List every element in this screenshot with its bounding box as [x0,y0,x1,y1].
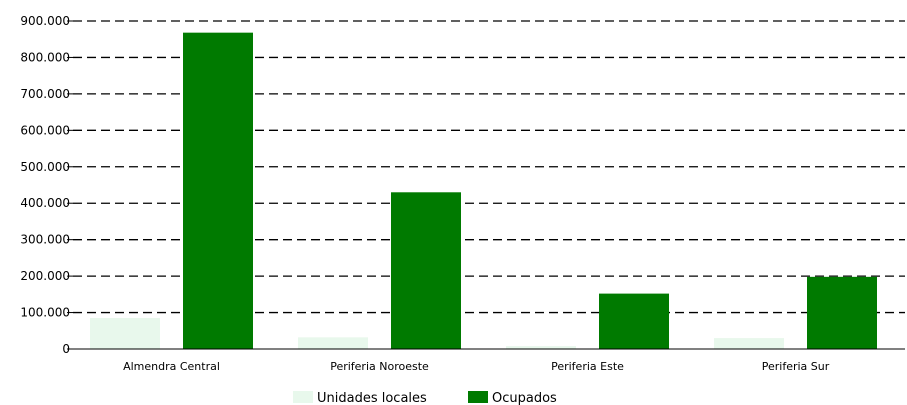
x-tick-label: Periferia Este [551,360,624,373]
y-tick-label: 900.000 [20,14,70,28]
y-tick-label: 700.000 [20,87,70,101]
legend: Unidades locales Ocupados [293,391,557,405]
legend-label: Unidades locales [317,391,427,405]
x-tick-label: Periferia Noroeste [330,360,429,373]
bar-unidades-locales [506,346,576,349]
bar-ocupados [391,192,461,349]
bar-unidades-locales [714,338,784,349]
bars [90,32,877,349]
y-tick-label: 500.000 [20,160,70,174]
x-tick-label: Almendra Central [123,360,220,373]
x-tick-label: Periferia Sur [762,360,830,373]
bar-unidades-locales [298,337,368,349]
y-tick-label: 100.000 [20,306,70,320]
y-tick-label: 600.000 [20,123,70,137]
y-tick-label: 0 [62,342,70,356]
legend-label: Ocupados [492,391,557,405]
bar-unidades-locales [90,318,160,349]
bar-ocupados [599,293,669,349]
y-tick-label: 200.000 [20,269,70,283]
axes: 0 100.000 200.000 300.000 400.000 500.000 600.… [20,14,905,373]
y-tick-label: 300.000 [20,233,70,247]
y-tick-label: 800.000 [20,50,70,64]
legend-swatch [468,391,488,403]
bar-ocupados [183,32,253,349]
y-tick-label: 400.000 [20,196,70,210]
bar-ocupados [807,276,877,349]
grid-lines [73,20,905,314]
legend-swatch [293,391,313,403]
